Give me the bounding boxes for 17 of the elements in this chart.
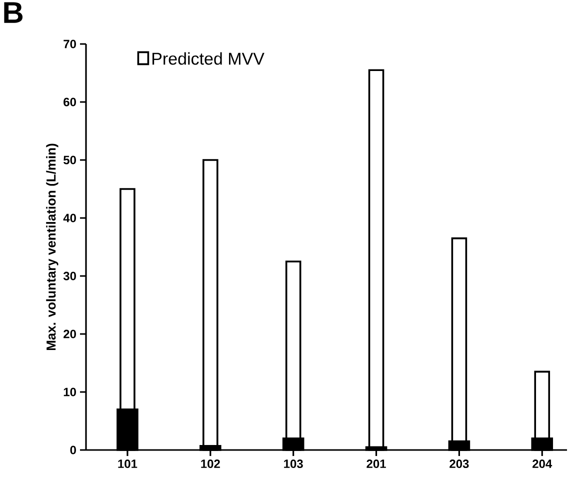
y-tick-label: 40 bbox=[63, 214, 76, 222]
y-tick-label: 60 bbox=[64, 98, 76, 106]
legend-label: Predicted MVV bbox=[152, 52, 264, 65]
x-tick-label: 201 bbox=[366, 460, 386, 468]
y-axis-title: Max. voluntary ventilation (L/min) bbox=[46, 144, 58, 350]
x-tick-label: 103 bbox=[284, 460, 303, 468]
text: B bbox=[4, 2, 23, 23]
x-tick-label: 204 bbox=[532, 460, 552, 468]
y-tick-label: 0 bbox=[70, 446, 76, 454]
y-tick-label: 50 bbox=[64, 156, 76, 164]
x-tick-label: 101 bbox=[118, 460, 138, 468]
x-tick-label: 203 bbox=[450, 460, 469, 468]
x-tick-label: 102 bbox=[201, 460, 220, 468]
y-tick-label: 70 bbox=[64, 40, 76, 48]
y-tick-label: 20 bbox=[64, 330, 76, 338]
y-tick-label: 10 bbox=[64, 388, 76, 396]
y-tick-label: 30 bbox=[63, 272, 76, 280]
